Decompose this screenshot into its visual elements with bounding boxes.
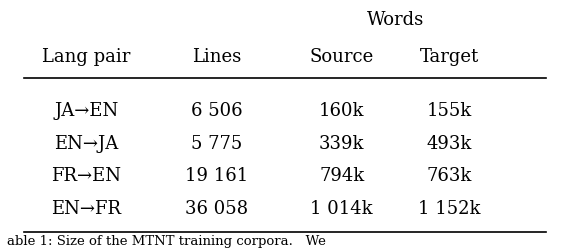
Text: 6 506: 6 506 [191,102,243,120]
Text: 339k: 339k [319,134,364,153]
Text: able 1: Size of the MTNT training corpora.   We: able 1: Size of the MTNT training corpor… [7,235,326,248]
Text: FR→EN: FR→EN [51,167,121,185]
Text: Source: Source [310,48,374,66]
Text: EN→JA: EN→JA [54,134,119,153]
Text: 763k: 763k [427,167,472,185]
Text: JA→EN: JA→EN [54,102,119,120]
Text: Lines: Lines [192,48,242,66]
Text: 160k: 160k [319,102,364,120]
Text: 5 775: 5 775 [192,134,243,153]
Text: EN→FR: EN→FR [51,200,121,218]
Text: 493k: 493k [427,134,472,153]
Text: Words: Words [367,11,424,29]
Text: 1 014k: 1 014k [311,200,373,218]
Text: Lang pair: Lang pair [42,48,131,66]
Text: Target: Target [420,48,479,66]
Text: 19 161: 19 161 [185,167,249,185]
Text: 1 152k: 1 152k [418,200,481,218]
Text: 155k: 155k [427,102,472,120]
Text: 36 058: 36 058 [185,200,249,218]
Text: 794k: 794k [319,167,364,185]
